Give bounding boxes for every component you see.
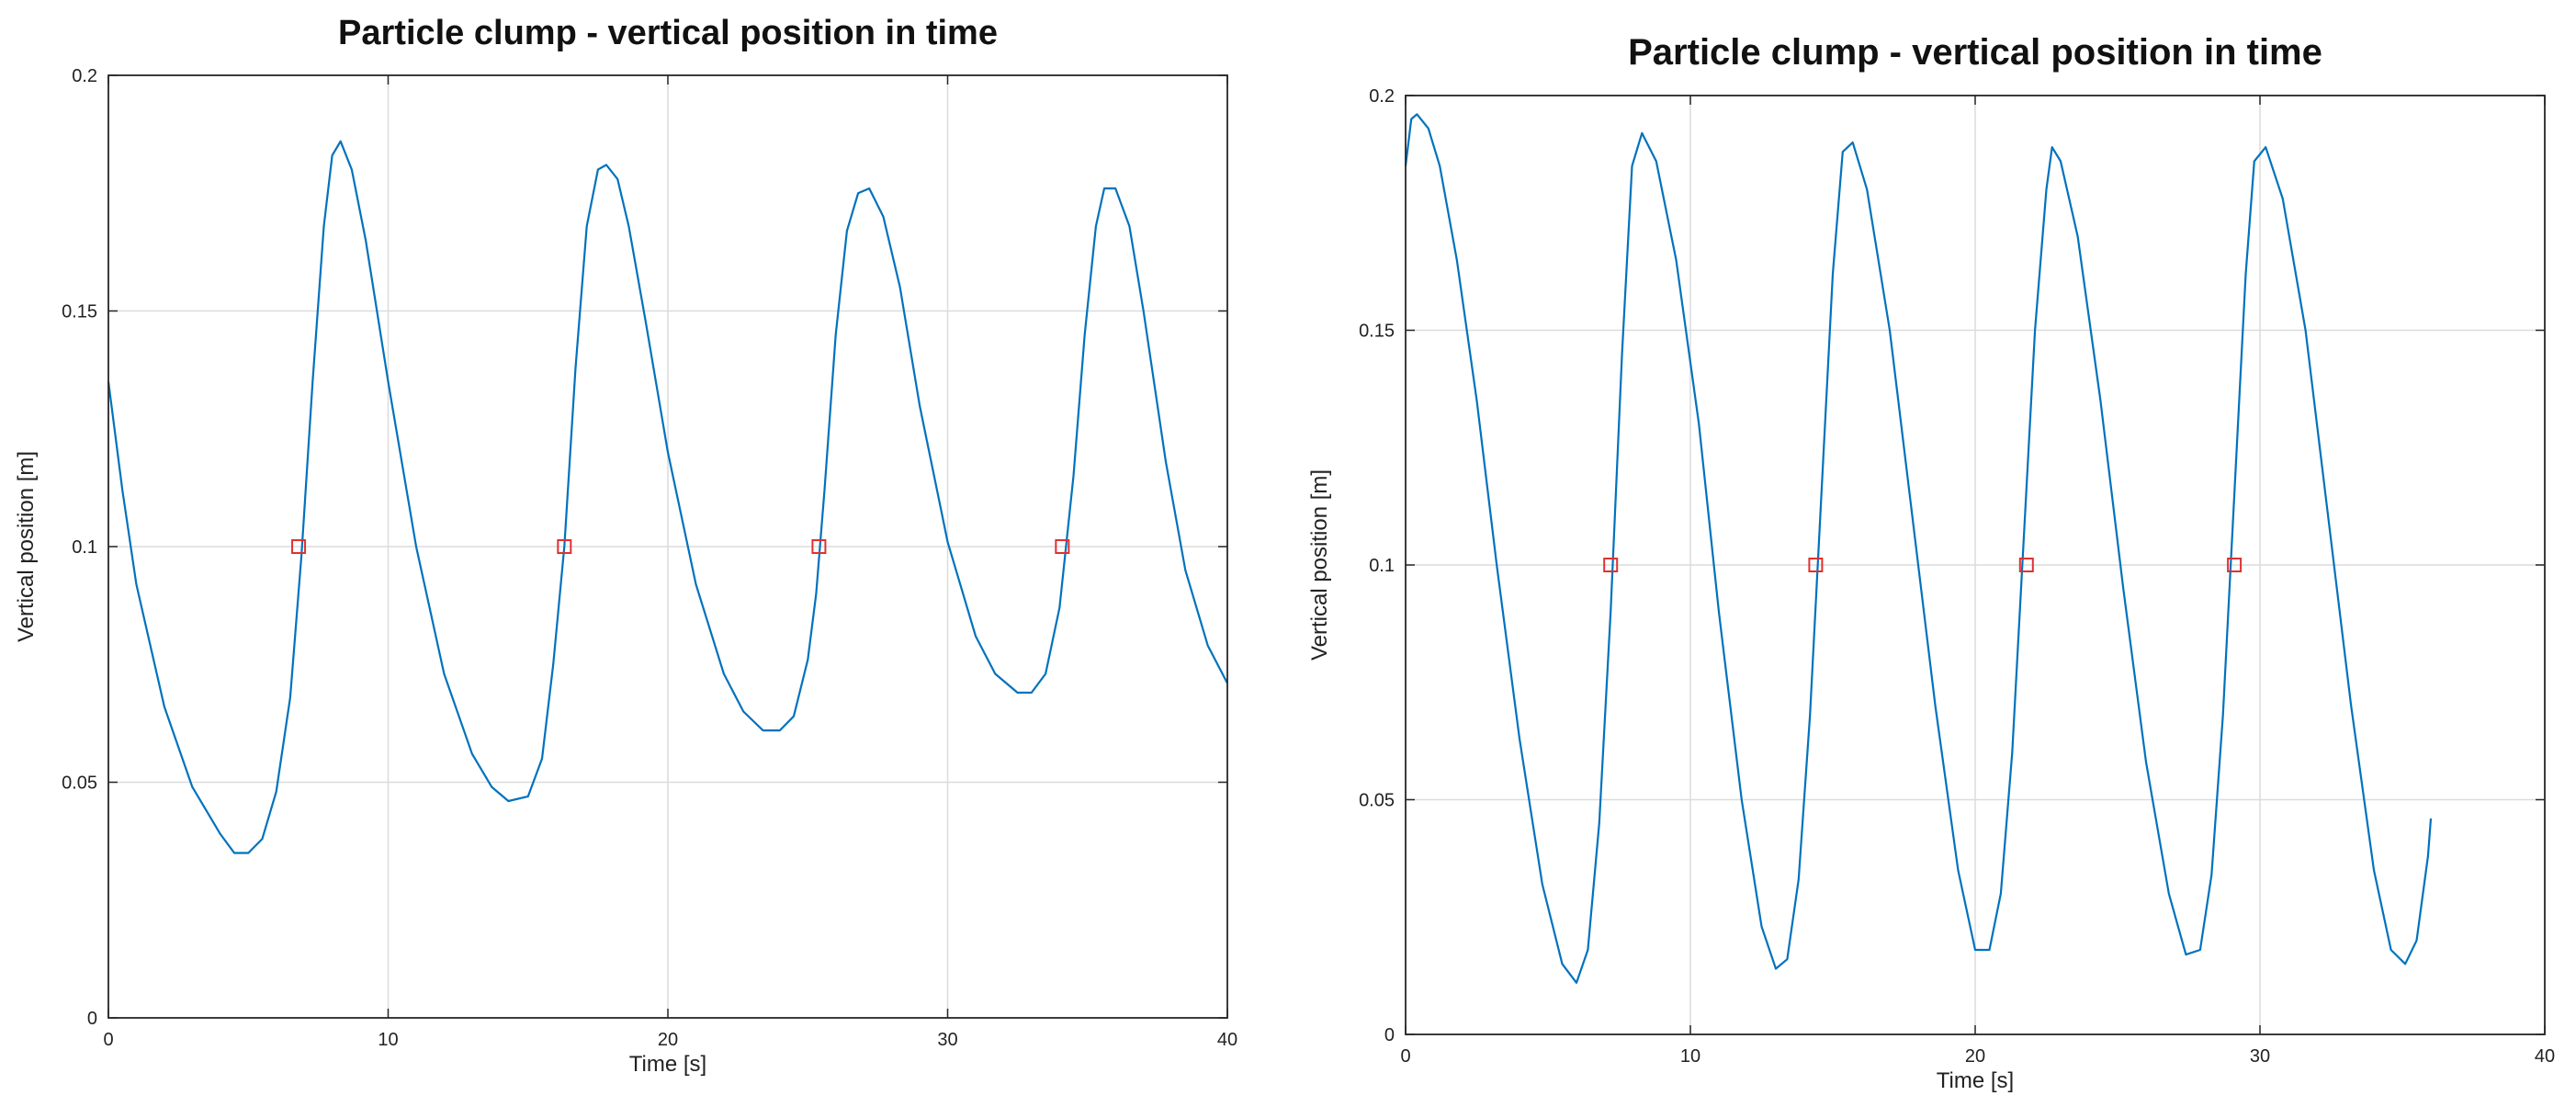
axes-box	[107, 74, 1228, 1019]
x-axis-label: Time [s]	[629, 1052, 706, 1077]
crossing-marker	[2018, 558, 2034, 572]
crossing-marker	[1603, 558, 1619, 572]
x-tick-label: 20	[658, 1030, 678, 1050]
chart-title: Particle clump - vertical position in ti…	[1628, 32, 2322, 73]
y-tick-label: 0	[1384, 1025, 1395, 1045]
y-tick-label: 0.2	[72, 66, 97, 86]
x-tick-label: 10	[1680, 1046, 1700, 1067]
y-axis-label: Vertical position [m]	[14, 451, 39, 642]
crossing-marker	[2227, 558, 2243, 572]
x-tick-label: 10	[378, 1030, 398, 1050]
chart-title: Particle clump - vertical position in ti…	[338, 14, 998, 52]
crossing-marker	[291, 539, 307, 554]
crossing-marker	[1808, 558, 1824, 572]
x-tick-label: 40	[2535, 1046, 2555, 1067]
y-axis-label: Vertical position [m]	[1307, 469, 1332, 661]
x-tick-label: 30	[2250, 1046, 2270, 1067]
x-tick-label: 0	[103, 1030, 113, 1050]
axes-box	[1405, 95, 2546, 1035]
x-tick-label: 40	[1217, 1030, 1237, 1050]
y-tick-label: 0.15	[62, 302, 97, 322]
x-axis-label: Time [s]	[1937, 1068, 2014, 1093]
crossing-marker	[811, 539, 827, 554]
y-tick-label: 0.2	[1369, 86, 1395, 107]
chart-right-svg: Particle clump - vertical position in ti…	[1307, 32, 2555, 1093]
x-tick-label: 20	[1965, 1046, 1985, 1067]
chart-left: Particle clump - vertical position in ti…	[0, 0, 1268, 1118]
y-tick-label: 0.05	[62, 774, 97, 794]
x-tick-label: 0	[1400, 1046, 1410, 1067]
series-line-0	[107, 140, 1228, 854]
y-tick-label: 0.15	[1359, 322, 1395, 342]
y-tick-label: 0.1	[72, 537, 97, 558]
x-tick-label: 30	[937, 1030, 957, 1050]
crossing-marker	[1055, 539, 1070, 554]
y-tick-label: 0.05	[1359, 791, 1395, 811]
y-tick-label: 0	[87, 1009, 97, 1029]
chart-right: Particle clump - vertical position in ti…	[1286, 0, 2576, 1118]
crossing-marker	[557, 539, 572, 554]
series-line-0	[1404, 113, 2433, 984]
y-tick-label: 0.1	[1369, 556, 1395, 576]
chart-left-svg: Particle clump - vertical position in ti…	[14, 14, 1237, 1077]
